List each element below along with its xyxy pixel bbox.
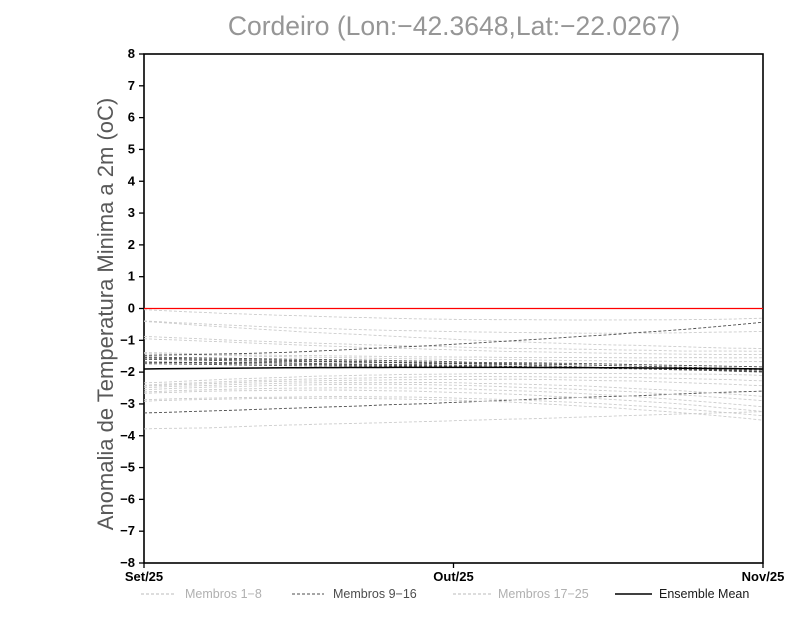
svg-text:Ensemble Mean: Ensemble Mean — [659, 587, 749, 601]
svg-text:−5: −5 — [120, 460, 135, 475]
svg-text:−1: −1 — [120, 332, 135, 347]
svg-text:−6: −6 — [120, 491, 135, 506]
svg-text:Cordeiro (Lon:−42.3648,Lat:−22: Cordeiro (Lon:−42.3648,Lat:−22.0267) — [228, 11, 680, 41]
svg-text:0: 0 — [128, 301, 135, 316]
svg-text:Anomalia de Temperatura Minima: Anomalia de Temperatura Minima a 2m (oC) — [93, 98, 118, 530]
svg-text:5: 5 — [128, 141, 135, 156]
svg-text:−2: −2 — [120, 364, 135, 379]
svg-text:Set/25: Set/25 — [125, 569, 163, 584]
svg-text:−4: −4 — [120, 428, 136, 443]
svg-text:1: 1 — [128, 269, 135, 284]
svg-text:Membros 9−16: Membros 9−16 — [333, 587, 417, 601]
svg-text:3: 3 — [128, 205, 135, 220]
svg-text:6: 6 — [128, 110, 135, 125]
svg-text:4: 4 — [128, 173, 136, 188]
svg-text:Membros 1−8: Membros 1−8 — [185, 587, 262, 601]
svg-text:8: 8 — [128, 46, 135, 61]
svg-text:−7: −7 — [120, 523, 135, 538]
svg-text:Out/25: Out/25 — [433, 569, 473, 584]
svg-text:Nov/25: Nov/25 — [742, 569, 785, 584]
svg-text:2: 2 — [128, 237, 135, 252]
svg-text:Membros 17−25: Membros 17−25 — [498, 587, 589, 601]
svg-text:−3: −3 — [120, 396, 135, 411]
svg-text:−8: −8 — [120, 555, 135, 570]
svg-text:7: 7 — [128, 78, 135, 93]
